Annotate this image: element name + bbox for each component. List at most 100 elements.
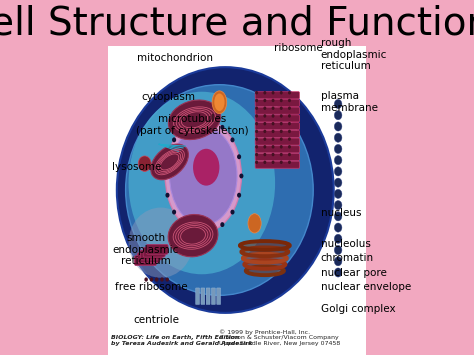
Circle shape (264, 122, 266, 125)
Circle shape (280, 122, 283, 125)
Circle shape (272, 137, 274, 141)
FancyBboxPatch shape (146, 245, 168, 254)
Circle shape (172, 137, 176, 142)
Circle shape (255, 99, 258, 102)
Circle shape (334, 257, 342, 266)
Circle shape (195, 118, 199, 123)
Ellipse shape (247, 267, 283, 274)
Ellipse shape (128, 208, 193, 278)
Circle shape (208, 118, 212, 123)
Text: rough
endoplasmic
reticulum: rough endoplasmic reticulum (320, 38, 387, 71)
Circle shape (334, 234, 342, 244)
Ellipse shape (170, 127, 237, 225)
Circle shape (334, 245, 342, 255)
Circle shape (264, 160, 266, 164)
Circle shape (264, 130, 266, 133)
Text: cytoplasm: cytoplasm (141, 92, 195, 102)
FancyBboxPatch shape (255, 99, 300, 106)
Text: chromatin: chromatin (320, 253, 374, 263)
FancyBboxPatch shape (255, 161, 300, 168)
Ellipse shape (248, 214, 261, 233)
Text: nuclear pore: nuclear pore (320, 268, 386, 278)
Circle shape (334, 111, 342, 120)
FancyBboxPatch shape (143, 247, 165, 257)
Circle shape (272, 153, 274, 156)
Text: free ribosome: free ribosome (115, 282, 188, 291)
Circle shape (288, 106, 291, 110)
Circle shape (288, 91, 291, 94)
Circle shape (255, 130, 258, 133)
Text: centriole: centriole (133, 315, 179, 325)
Circle shape (272, 106, 274, 110)
Text: ribosome: ribosome (273, 43, 322, 53)
Circle shape (288, 122, 291, 125)
FancyBboxPatch shape (255, 130, 300, 137)
Circle shape (264, 99, 266, 102)
Ellipse shape (241, 242, 288, 249)
Circle shape (272, 91, 274, 94)
Circle shape (334, 223, 342, 232)
Circle shape (280, 106, 283, 110)
Text: plasma
membrane: plasma membrane (320, 92, 377, 113)
Text: © 1999 by Prentice-Hall, Inc.
A Simon & Schuster/Viacom Company
Upper Saddle Riv: © 1999 by Prentice-Hall, Inc. A Simon & … (219, 329, 341, 346)
Ellipse shape (165, 120, 241, 232)
Circle shape (288, 99, 291, 102)
Circle shape (255, 137, 258, 141)
Circle shape (165, 193, 170, 198)
FancyBboxPatch shape (217, 288, 220, 305)
Circle shape (255, 153, 258, 156)
Ellipse shape (168, 100, 220, 140)
Circle shape (237, 154, 241, 159)
Circle shape (163, 174, 167, 179)
Circle shape (334, 178, 342, 187)
Text: smooth
endoplasmic
reticulum: smooth endoplasmic reticulum (112, 233, 179, 266)
FancyBboxPatch shape (211, 288, 215, 305)
Circle shape (255, 145, 258, 149)
Circle shape (280, 99, 283, 102)
Circle shape (264, 91, 266, 94)
Circle shape (272, 114, 274, 118)
Circle shape (272, 130, 274, 133)
Circle shape (280, 160, 283, 164)
Circle shape (264, 145, 266, 149)
Circle shape (264, 114, 266, 118)
Ellipse shape (193, 149, 219, 186)
Circle shape (272, 122, 274, 125)
FancyBboxPatch shape (140, 250, 162, 260)
Text: Golgi complex: Golgi complex (320, 304, 395, 315)
Circle shape (264, 106, 266, 110)
Circle shape (288, 145, 291, 149)
Circle shape (334, 133, 342, 142)
Circle shape (255, 106, 258, 110)
FancyBboxPatch shape (255, 92, 300, 99)
Circle shape (237, 193, 241, 198)
Circle shape (288, 137, 291, 141)
Circle shape (255, 160, 258, 164)
Ellipse shape (244, 255, 285, 262)
Ellipse shape (126, 85, 313, 295)
Circle shape (334, 201, 342, 210)
Circle shape (288, 130, 291, 133)
Circle shape (165, 154, 170, 159)
Text: microtubules
(part of cytoskeleton): microtubules (part of cytoskeleton) (136, 114, 248, 136)
Circle shape (138, 156, 151, 171)
Circle shape (172, 209, 176, 214)
Text: lysosome: lysosome (112, 162, 162, 172)
FancyBboxPatch shape (206, 288, 210, 305)
Circle shape (255, 122, 258, 125)
Text: nucleolus: nucleolus (320, 239, 370, 250)
FancyBboxPatch shape (135, 256, 156, 266)
Circle shape (220, 125, 224, 130)
Ellipse shape (246, 261, 284, 268)
Circle shape (145, 277, 148, 282)
Circle shape (165, 277, 169, 282)
Circle shape (280, 130, 283, 133)
Circle shape (230, 137, 235, 142)
FancyBboxPatch shape (255, 153, 300, 160)
Circle shape (208, 229, 212, 234)
Circle shape (288, 153, 291, 156)
Text: Cell Structure and Functions: Cell Structure and Functions (0, 4, 474, 42)
Circle shape (280, 114, 283, 118)
Ellipse shape (214, 93, 225, 111)
Circle shape (280, 145, 283, 149)
